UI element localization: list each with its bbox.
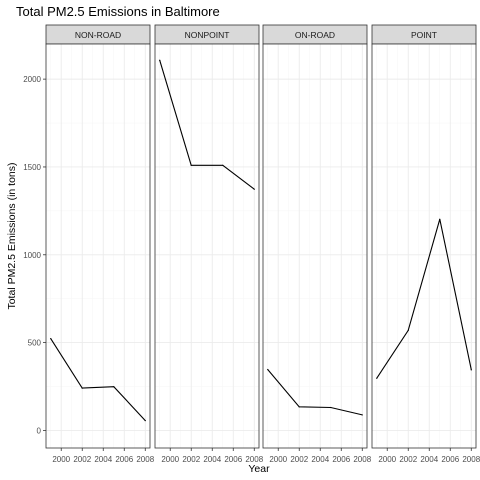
data-point	[361, 414, 363, 416]
data-point	[439, 218, 441, 220]
y-axis-label: Total PM2.5 Emissions (in tons)	[6, 162, 18, 309]
panel-background	[155, 44, 259, 448]
x-tick-label: 2002	[399, 455, 417, 464]
data-point	[159, 59, 161, 61]
panel-background	[372, 44, 476, 448]
facet-strip-label: NONPOINT	[185, 30, 230, 40]
data-point	[470, 369, 472, 371]
x-tick-label: 2004	[311, 455, 329, 464]
chart-title: Total PM2.5 Emissions in Baltimore	[16, 4, 220, 19]
y-tick-label: 500	[28, 339, 42, 348]
panel-nonpoint: NONPOINT 2000 2002 2004 2006 2008	[154, 24, 264, 464]
data-point	[253, 188, 255, 190]
x-tick-label: 2002	[73, 455, 91, 464]
data-point	[190, 164, 192, 166]
panel-on-road: ON-ROAD 2000 2002 2004 2006 2008	[262, 24, 372, 464]
x-tick-label: 2000	[161, 455, 179, 464]
facet-strip-label: POINT	[411, 30, 437, 40]
x-tick-label: 2004	[94, 455, 112, 464]
y-axis-ticks: 0 500 1000 1500 2000	[23, 75, 46, 435]
panel-border	[371, 43, 477, 449]
x-tick-label: 2004	[203, 455, 221, 464]
data-point	[330, 406, 332, 409]
panel-border	[262, 43, 368, 449]
x-tick-label: 2008	[353, 455, 371, 464]
y-tick-label: 2000	[23, 75, 41, 84]
data-point	[376, 377, 378, 379]
x-tick-label: 2000	[52, 455, 70, 464]
x-tick-label: 2002	[182, 455, 200, 464]
x-tick-label: 2006	[441, 455, 459, 464]
data-point	[113, 386, 115, 388]
data-point	[267, 368, 269, 371]
y-tick-label: 0	[37, 426, 42, 435]
x-tick-label: 2006	[224, 455, 242, 464]
x-tick-label: 2008	[136, 455, 154, 464]
series-line	[267, 369, 363, 416]
data-point	[81, 387, 83, 389]
x-tick-label: 2002	[290, 455, 308, 464]
data-point	[222, 164, 224, 166]
panel-border	[154, 43, 260, 449]
facet-strip-label: ON-ROAD	[295, 30, 335, 40]
data-point	[144, 420, 146, 422]
x-axis-label: Year	[248, 463, 270, 475]
x-tick-label: 2008	[245, 455, 263, 464]
series-line	[376, 219, 472, 379]
x-tick-label: 2006	[332, 455, 350, 464]
panel-background	[263, 44, 367, 448]
x-tick-label: 2006	[115, 455, 133, 464]
x-tick-label: 2004	[420, 455, 438, 464]
panel-point: POINT 2000 2002 2004 2006 2008	[371, 24, 480, 464]
data-point	[407, 329, 409, 332]
y-tick-label: 1000	[23, 251, 41, 260]
data-point	[298, 406, 300, 408]
x-tick-label: 2000	[269, 455, 287, 464]
data-point	[50, 337, 52, 340]
panel-border	[45, 43, 151, 449]
series-line	[159, 60, 255, 190]
facet-strip-label: NON-ROAD	[75, 30, 121, 40]
y-tick-label: 1500	[23, 163, 41, 172]
x-tick-label: 2008	[462, 455, 480, 464]
x-tick-label: 2000	[378, 455, 396, 464]
panel-non-road: NON-ROAD 2000 2002 2004 2006 2008	[45, 24, 155, 464]
panel-background	[46, 44, 150, 448]
series-line	[50, 338, 146, 421]
